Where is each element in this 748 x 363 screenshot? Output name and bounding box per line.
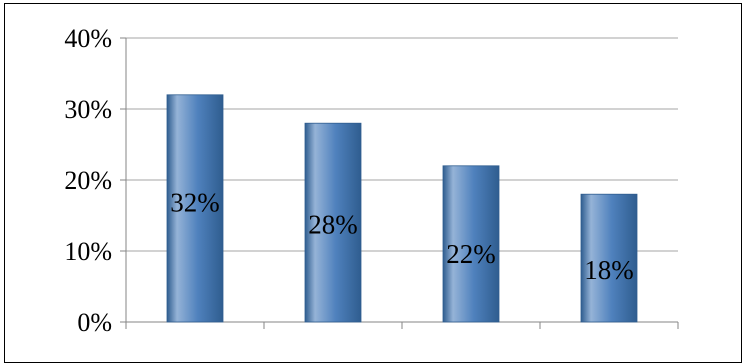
y-tick-label: 10% [64,237,112,266]
y-tick-labels: 0% 10% 20% 30% 40% [64,24,112,337]
bar [304,122,362,323]
data-labels: 32% 28% 22% 18% [170,187,634,285]
bar [166,94,224,323]
y-tick-label: 40% [64,24,112,53]
y-tick-label: 30% [64,95,112,124]
bar [442,165,500,323]
bars [166,94,638,323]
bar [580,193,638,323]
data-label: 28% [308,210,358,240]
data-label: 22% [446,239,496,269]
bar-chart: 0% 10% 20% 30% 40% 32% 28% 22% 18% [64,24,679,337]
y-tick-label: 0% [77,308,112,337]
data-label: 18% [584,255,634,285]
y-tick-label: 20% [64,166,112,195]
data-label: 32% [170,187,220,217]
